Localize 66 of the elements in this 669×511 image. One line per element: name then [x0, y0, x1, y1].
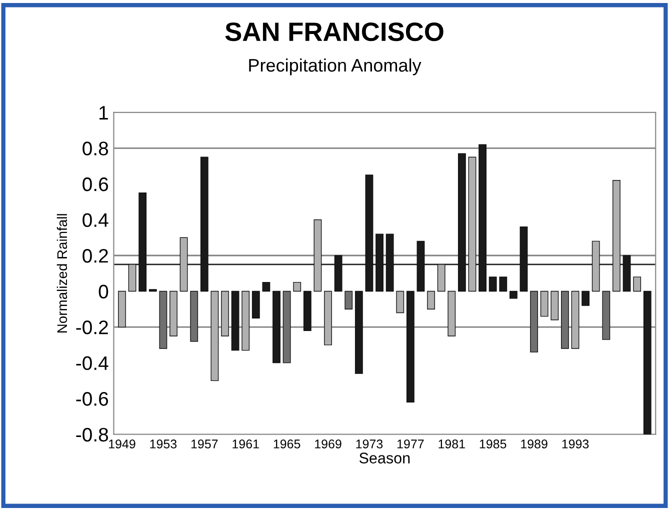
bar	[231, 290, 240, 351]
bar	[190, 290, 198, 342]
bar	[252, 290, 260, 318]
bar	[282, 290, 291, 364]
bar	[344, 290, 353, 310]
bar	[448, 290, 456, 336]
bar	[180, 237, 188, 292]
bar	[582, 290, 590, 306]
y-tick-label: 0.2	[82, 248, 108, 263]
bar	[210, 290, 219, 382]
y-tick-label: 0.4	[82, 213, 108, 227]
y-axis-title: Normalized Rainfall	[56, 214, 68, 332]
bar	[118, 290, 126, 328]
x-tick-label: 1985	[480, 440, 506, 448]
bar	[488, 276, 497, 292]
bar	[530, 290, 538, 352]
bar	[396, 290, 404, 314]
bar	[427, 290, 435, 310]
bar	[406, 290, 414, 403]
bar	[293, 282, 302, 292]
bar	[561, 290, 569, 349]
bar	[221, 290, 229, 336]
bar	[602, 290, 610, 340]
y-tick-label: -0.2	[76, 320, 108, 334]
x-tick-label: 1969	[315, 440, 342, 448]
bar	[540, 290, 548, 317]
bar	[643, 290, 652, 434]
x-tick-label: 1993	[562, 440, 589, 448]
x-tick-label: 1957	[191, 440, 218, 448]
bar	[242, 290, 250, 351]
bar	[314, 219, 322, 292]
y-tick-label: 0	[98, 284, 108, 299]
x-tick-label: 1965	[274, 440, 300, 448]
x-tick-label: 1973	[356, 440, 383, 448]
bar	[303, 290, 312, 331]
x-tick-label: 1989	[521, 440, 548, 448]
x-tick-label: 1981	[438, 440, 465, 448]
y-tick-label: 0.6	[82, 177, 108, 192]
bar	[128, 264, 136, 292]
bar	[571, 290, 580, 349]
y-tick-label: -0.4	[76, 356, 108, 370]
bar	[499, 276, 508, 292]
chart-title: SAN FRANCISCO	[225, 22, 444, 42]
x-axis-title: Season	[359, 452, 410, 464]
bar	[633, 276, 642, 292]
bar	[592, 240, 600, 292]
bar	[159, 290, 168, 349]
x-tick-label: 1953	[150, 440, 177, 448]
y-tick-label: -0.6	[76, 392, 108, 406]
bar	[324, 290, 332, 346]
bar	[354, 290, 363, 374]
x-tick-label: 1961	[232, 440, 259, 448]
bar	[550, 290, 559, 320]
bar	[437, 264, 446, 292]
x-tick-label: 1949	[109, 440, 136, 448]
x-tick-label: 1977	[397, 440, 424, 448]
bar	[612, 180, 620, 292]
bar	[272, 290, 280, 364]
bar	[262, 282, 270, 292]
y-tick-label: -0.8	[76, 428, 108, 442]
y-tick-label: 0.8	[82, 142, 108, 156]
chart-subtitle: Precipitation Anomaly	[249, 58, 422, 76]
bar	[468, 156, 476, 292]
y-tick-label: 1	[100, 106, 108, 120]
bar	[509, 290, 518, 299]
bar	[170, 290, 178, 336]
